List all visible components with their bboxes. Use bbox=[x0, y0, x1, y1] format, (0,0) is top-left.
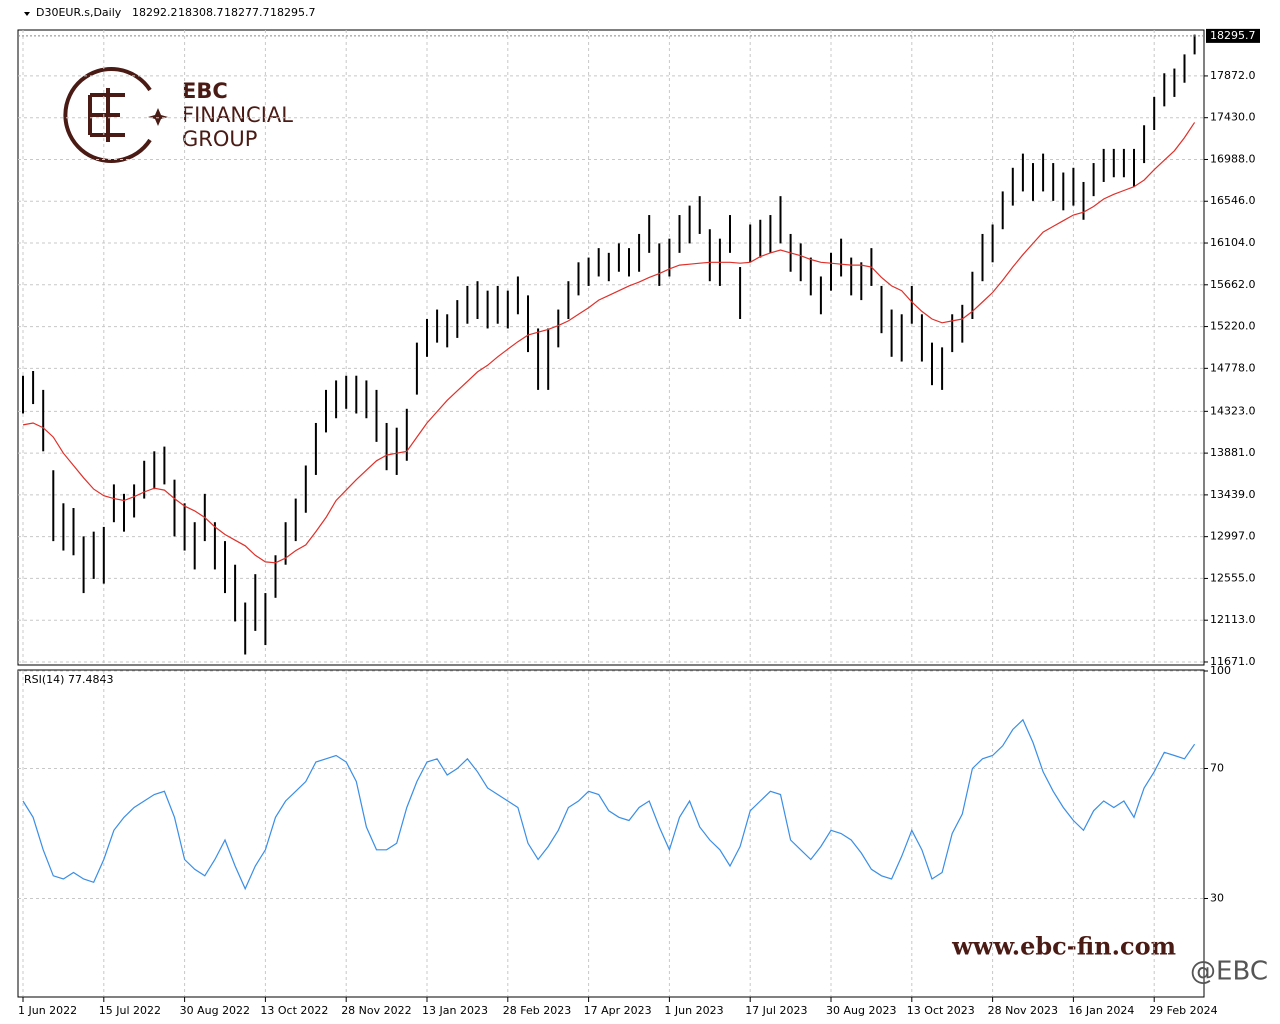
logo-text: FINANCIAL bbox=[182, 103, 293, 127]
y-tick-label: 13881.0 bbox=[1210, 446, 1256, 459]
x-tick-label: 16 Jan 2024 bbox=[1068, 1004, 1134, 1017]
y-tick-label: 16104.0 bbox=[1210, 236, 1256, 249]
rsi-value: 77.4843 bbox=[68, 673, 114, 686]
y-tick-label: 15662.0 bbox=[1210, 278, 1256, 291]
x-tick-label: 28 Nov 2023 bbox=[988, 1004, 1058, 1017]
y-tick-label: 12555.0 bbox=[1210, 571, 1256, 584]
y-tick-label: 30 bbox=[1210, 892, 1224, 905]
last-price-box bbox=[1206, 28, 1260, 43]
y-tick-label: 11671.0 bbox=[1210, 655, 1256, 668]
y-tick-label: 70 bbox=[1210, 762, 1224, 775]
rsi-pane bbox=[17, 669, 1205, 998]
logo-text: GROUP bbox=[182, 127, 257, 151]
y-tick-label: 12113.0 bbox=[1210, 613, 1256, 626]
x-tick-label: 28 Feb 2023 bbox=[503, 1004, 571, 1017]
ohlc-value: 18308.7 bbox=[178, 6, 224, 19]
ohlc-value: 18292.2 bbox=[132, 6, 178, 19]
y-tick-label: 100 bbox=[1210, 664, 1231, 677]
logo-letters bbox=[88, 88, 125, 142]
x-tick-label: 30 Aug 2022 bbox=[180, 1004, 250, 1017]
x-tick-label: 13 Oct 2022 bbox=[260, 1004, 328, 1017]
last-price-label: 18295.7 bbox=[1210, 29, 1256, 42]
logo: EBC FINANCIAL GROUP bbox=[63, 67, 293, 163]
x-tick-label: 13 Jan 2023 bbox=[422, 1004, 488, 1017]
y-tick-label: 14323.0 bbox=[1210, 404, 1256, 417]
y-tick-label: 16988.0 bbox=[1210, 152, 1256, 165]
x-tick-label: 13 Oct 2023 bbox=[907, 1004, 975, 1017]
y-tick-label: 15220.0 bbox=[1210, 320, 1256, 333]
x-tick-label: 17 Apr 2023 bbox=[584, 1004, 652, 1017]
x-tick-label: 17 Jul 2023 bbox=[745, 1004, 807, 1017]
x-tick-label: 1 Jun 2023 bbox=[664, 1004, 723, 1017]
ohlc-value: 18295.7 bbox=[270, 6, 316, 19]
x-tick-label: 29 Feb 2024 bbox=[1149, 1004, 1217, 1017]
price-pane bbox=[17, 29, 1205, 666]
y-tick-label: 14778.0 bbox=[1210, 361, 1256, 374]
moving-average bbox=[22, 122, 1196, 564]
rsi-line bbox=[22, 718, 1196, 891]
x-tick-label: 15 Jul 2022 bbox=[99, 1004, 161, 1017]
rsi-title: RSI(14) bbox=[24, 673, 64, 686]
y-tick-label: 17872.0 bbox=[1210, 69, 1256, 82]
x-tick-label: 28 Nov 2022 bbox=[341, 1004, 411, 1017]
ohlc-value: 18277.7 bbox=[224, 6, 270, 19]
menu-arrow bbox=[24, 12, 30, 16]
symbol-title: D30EUR.s,Daily bbox=[36, 6, 122, 19]
y-tick-label: 13439.0 bbox=[1210, 488, 1256, 501]
x-tick-label: 30 Aug 2023 bbox=[826, 1004, 896, 1017]
website: www.ebc-fin.com bbox=[951, 932, 1176, 961]
logo-text: EBC bbox=[182, 79, 228, 103]
handle: @EBC bbox=[1190, 957, 1268, 987]
y-tick-label: 17430.0 bbox=[1210, 111, 1256, 124]
y-tick-label: 12997.0 bbox=[1210, 530, 1256, 543]
logo-star bbox=[148, 108, 168, 126]
x-tick-label: 1 Jun 2022 bbox=[18, 1004, 77, 1017]
y-tick-label: 16546.0 bbox=[1210, 194, 1256, 207]
